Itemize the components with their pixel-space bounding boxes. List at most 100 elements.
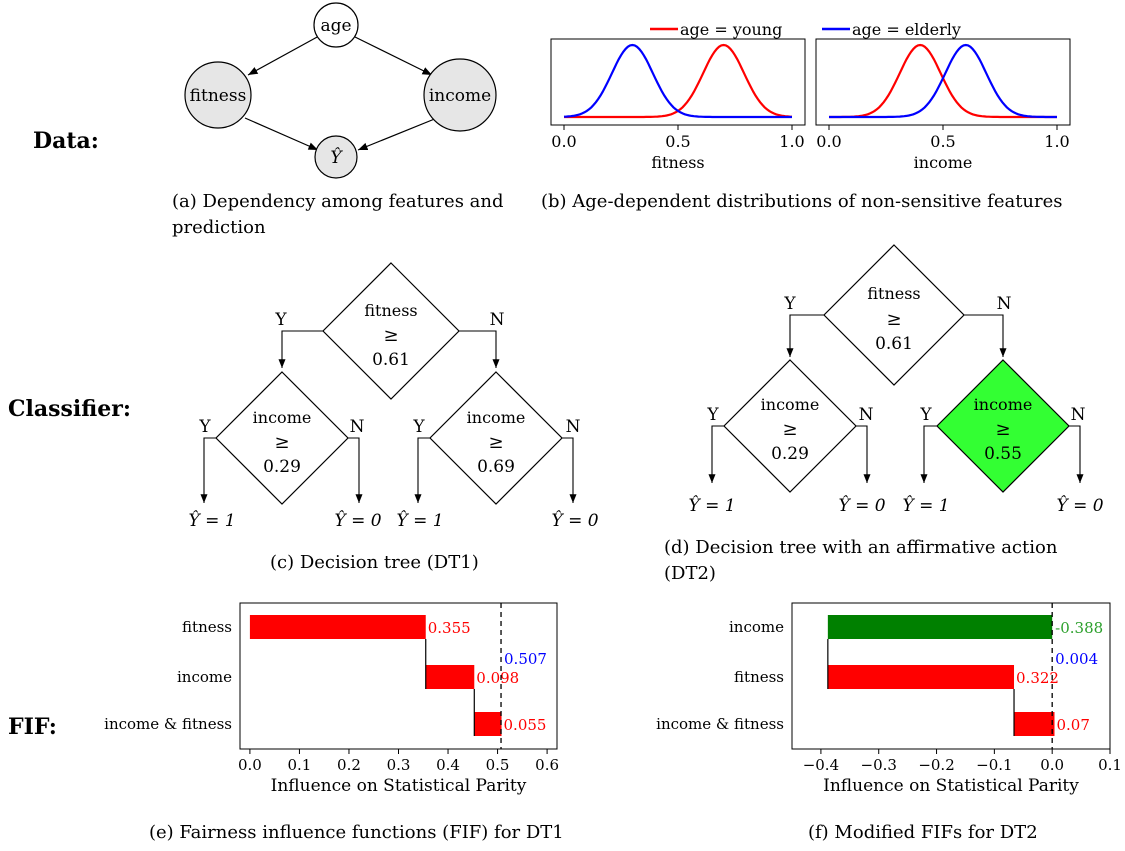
row-label-data: Data: — [33, 128, 99, 154]
dt1-leaf-right-no: Ŷ = 0 — [551, 510, 598, 531]
dt2-right-ge: ≥ — [995, 419, 1010, 440]
edge-income-yhat — [357, 117, 438, 151]
dt1-fif-tick-label: 0.5 — [486, 756, 510, 774]
decision-tree-dt1: fitness ≥ 0.61 Y N income ≥ 0.29 Y N inc… — [188, 262, 599, 531]
dt2-fif-tick-label: −0.1 — [976, 756, 1012, 774]
dt1-fif-value-label: 0.055 — [504, 716, 547, 734]
dt1-right-yes-label: Y — [412, 417, 425, 437]
dt2-root-feature: fitness — [867, 284, 920, 303]
dt2-leaf-right-no: Ŷ = 0 — [1056, 495, 1103, 516]
dt2-root-no-label: N — [997, 294, 1012, 314]
dt2-leaf-left-yes: Ŷ = 1 — [688, 495, 735, 516]
dt1-fif-xlabel: Influence on Statistical Parity — [271, 776, 527, 796]
dt1-left-node — [215, 371, 349, 505]
dt2-fif-tick-label: 0.1 — [1098, 756, 1122, 774]
dt1-fif-bar-1 — [425, 665, 475, 689]
dt1-right-node — [429, 371, 563, 505]
edge-fitness-yhat — [244, 117, 319, 151]
dt2-fif-tick-label: −0.2 — [918, 756, 954, 774]
fitness-axis-label: fitness — [651, 153, 704, 172]
dt2-right-feature: income — [974, 395, 1033, 414]
node-yhat-label: Ŷ — [330, 147, 343, 168]
dt2-left-no-edge — [856, 425, 871, 483]
dt1-root-no-edge — [459, 330, 500, 368]
dt2-fif-value-label: 0.07 — [1056, 716, 1089, 734]
caption-f: (f) Modified FIFs for DT2 — [808, 822, 1038, 843]
dt2-left-no-label: N — [859, 405, 874, 425]
fitness-tick-label: 1.0 — [779, 132, 804, 151]
fitness-curve-age-elderly — [563, 43, 792, 119]
dt2-root-ge: ≥ — [886, 309, 901, 330]
dt1-root-threshold: 0.61 — [372, 350, 410, 370]
dependency-graph: age fitness income Ŷ — [184, 2, 497, 179]
dt1-left-yes-label: Y — [198, 417, 211, 437]
decision-tree-dt2: fitness ≥ 0.61 Y N income ≥ 0.29 Y N inc… — [688, 244, 1104, 516]
income-dist-frame — [815, 38, 1071, 126]
income-tick-label: 0.5 — [930, 132, 955, 151]
dt1-fif-tick-label: 0.0 — [238, 756, 262, 774]
caption-a: (a) Dependency among features and predic… — [172, 191, 504, 238]
node-age-label: age — [320, 16, 351, 36]
dt1-root-yes-label: Y — [274, 310, 287, 330]
dt2-right-yes-edge — [920, 425, 937, 483]
dt1-left-threshold: 0.29 — [263, 457, 301, 477]
legend-elderly-label: age = elderly — [852, 20, 961, 39]
dt2-root-no-edge — [964, 314, 1007, 357]
caption-b: (b) Age-dependent distributions of non-s… — [541, 191, 1063, 212]
dt2-left-node — [723, 359, 857, 493]
dt1-root-yes-edge — [278, 330, 323, 368]
row-label-classifier: Classifier: — [8, 396, 131, 422]
dt1-root-no-label: N — [490, 310, 505, 330]
dt2-fif-tick-label: −0.3 — [861, 756, 897, 774]
dt1-right-ge: ≥ — [488, 432, 503, 453]
caption-c: (c) Decision tree (DT1) — [270, 552, 479, 573]
node-fitness — [184, 61, 252, 129]
dt1-leaf-left-no: Ŷ = 0 — [334, 510, 381, 531]
dt2-fif-value-label: 0.322 — [1016, 669, 1059, 687]
dt1-fif-tick-label: 0.6 — [535, 756, 559, 774]
node-yhat — [314, 135, 358, 179]
dt2-root-threshold: 0.61 — [875, 334, 913, 354]
legend-young-label: age = young — [680, 20, 782, 39]
dt1-fif-tick-label: 0.4 — [436, 756, 460, 774]
dt1-left-no-edge — [348, 437, 363, 503]
dt1-fif-category: fitness — [182, 618, 232, 636]
dt1-left-yes-edge — [200, 437, 216, 503]
edge-age-income — [352, 35, 433, 76]
dt2-left-yes-label: Y — [706, 405, 719, 425]
dt1-fif-tick-label: 0.2 — [337, 756, 361, 774]
dt2-right-yes-label: Y — [919, 405, 932, 425]
dt2-root-yes-label: Y — [783, 294, 796, 314]
dt2-fif-tick-label: −0.4 — [803, 756, 839, 774]
dt1-left-feature: income — [253, 408, 312, 427]
fitness-tick-label: 0.0 — [551, 132, 576, 151]
dt1-root-feature: fitness — [364, 301, 417, 320]
dt2-right-threshold: 0.55 — [984, 444, 1022, 464]
dt1-right-no-edge — [562, 437, 577, 503]
row-label-fif: FIF: — [8, 714, 57, 740]
dt1-right-feature: income — [467, 408, 526, 427]
dt1-leaf-left-yes: Ŷ = 1 — [188, 510, 235, 531]
dt2-leaf-right-yes: Ŷ = 1 — [902, 495, 949, 516]
node-age — [313, 2, 359, 48]
dt2-fif-category: fitness — [734, 668, 784, 686]
dt2-fif-frame — [791, 602, 1111, 750]
dt2-fif-category: income & fitness — [656, 715, 784, 733]
income-axis-label: income — [914, 153, 973, 172]
dt1-fif-category: income & fitness — [104, 715, 232, 733]
dt1-leaf-right-yes: Ŷ = 1 — [396, 510, 443, 531]
node-income — [423, 58, 497, 132]
dt1-root-ge: ≥ — [383, 325, 398, 346]
dt1-fif-value-label: 0.098 — [476, 669, 519, 687]
dt2-left-ge: ≥ — [782, 419, 797, 440]
node-fitness-label: fitness — [190, 86, 247, 106]
dt1-right-yes-edge — [414, 437, 430, 503]
dt2-left-yes-edge — [708, 425, 724, 483]
dt1-fif-tick-label: 0.3 — [387, 756, 411, 774]
caption-d: (d) Decision tree with an affirmative ac… — [664, 537, 1058, 584]
dt2-fif-value-label: -0.388 — [1055, 619, 1103, 637]
dt1-fif-bar-2 — [474, 712, 502, 736]
dt2-fif-bar-0 — [827, 615, 1053, 639]
edge-age-fitness — [247, 35, 320, 76]
dt2-right-no-label: N — [1071, 405, 1086, 425]
